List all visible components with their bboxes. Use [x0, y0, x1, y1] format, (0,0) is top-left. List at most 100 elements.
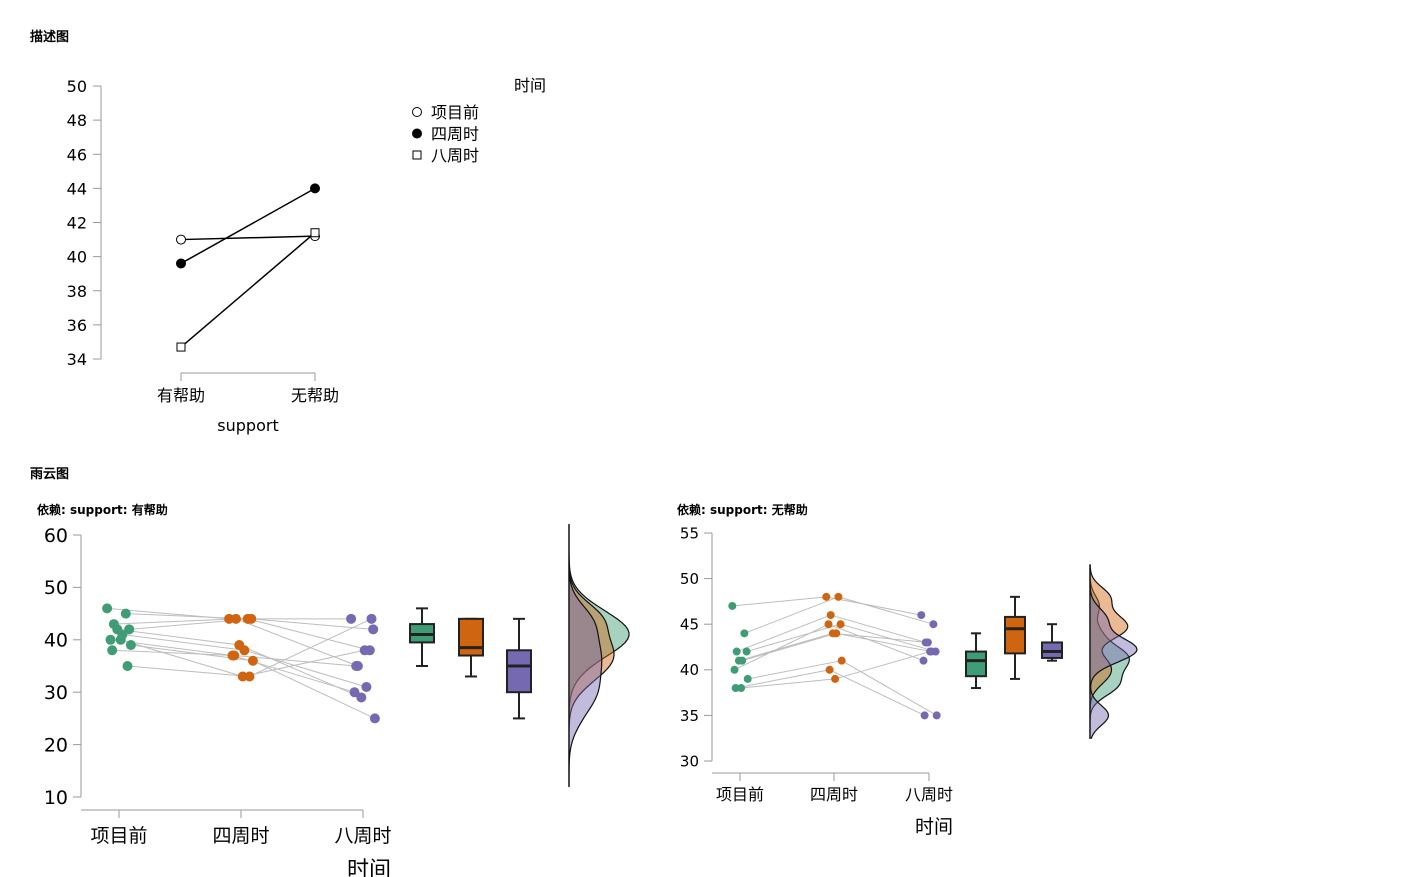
data-point — [742, 647, 751, 656]
pair-line — [127, 665, 250, 677]
y-tick-label: 46 — [67, 145, 87, 164]
pair-line — [829, 669, 925, 716]
data-point — [102, 603, 113, 614]
density-cloud — [568, 524, 603, 788]
pair-line — [736, 614, 831, 653]
y-tick-label: 42 — [67, 214, 87, 233]
data-point — [826, 611, 835, 620]
data-point — [932, 711, 941, 720]
y-tick-label: 20 — [44, 734, 68, 756]
data-point — [832, 629, 841, 638]
y-tick-label: 35 — [680, 707, 699, 725]
data-point — [732, 647, 741, 656]
y-tick-label: 30 — [680, 752, 699, 770]
data-point — [115, 634, 126, 645]
data-point — [366, 613, 377, 624]
pair-line — [832, 632, 928, 643]
raincloud-left-title: 依赖: support: 有帮助 — [37, 503, 168, 517]
raincloud-section-title: 雨云图 — [30, 467, 70, 482]
x-axis-title: 时间 — [915, 816, 953, 838]
legend-marker — [412, 128, 422, 139]
x-tick-label: 项目前 — [90, 825, 147, 847]
data-point — [230, 613, 241, 624]
pair-line — [834, 651, 931, 680]
legend-marker — [412, 107, 422, 117]
pair-line — [741, 678, 836, 689]
pair-line — [120, 639, 243, 677]
box — [965, 650, 987, 678]
y-tick-label: 40 — [67, 248, 87, 267]
data-point — [929, 620, 938, 629]
data-point — [728, 601, 737, 610]
legend-label: 四周时 — [431, 125, 479, 144]
data-point — [349, 687, 360, 698]
x-tick-label: 四周时 — [212, 825, 269, 847]
box — [1004, 615, 1026, 655]
x-axis-title: 时间 — [347, 858, 391, 877]
data-point — [917, 611, 926, 620]
data-point — [351, 661, 362, 671]
pair-line — [247, 618, 370, 651]
y-tick-label: 10 — [44, 787, 68, 809]
pair-line — [239, 644, 362, 698]
data-point — [919, 656, 928, 665]
y-tick-label: 50 — [67, 77, 87, 96]
x-tick-label: 项目前 — [716, 785, 764, 804]
data-point — [247, 655, 258, 666]
series-line — [180, 235, 316, 241]
data-point — [176, 342, 186, 352]
data-point — [831, 674, 840, 683]
pair-line — [840, 623, 936, 653]
x-tick-label: 有帮助 — [157, 386, 205, 405]
pair-line — [113, 618, 236, 625]
data-point — [359, 645, 370, 656]
data-point — [246, 613, 257, 624]
data-point — [737, 684, 746, 693]
pair-line — [830, 614, 926, 643]
data-point — [923, 638, 932, 647]
data-point — [926, 647, 935, 656]
pair-line — [828, 623, 924, 662]
data-point — [229, 650, 240, 661]
data-point — [836, 620, 845, 629]
series-line — [180, 187, 316, 265]
data-point — [176, 258, 186, 269]
density-cloud — [1089, 564, 1138, 739]
data-point — [122, 661, 133, 671]
x-tick-label: 四周时 — [810, 785, 858, 804]
pair-line — [732, 596, 827, 607]
data-point — [731, 684, 740, 693]
pair-line — [242, 649, 365, 677]
y-tick-label: 50 — [44, 577, 68, 599]
y-tick-label: 34 — [67, 350, 87, 369]
y-tick-label: 38 — [67, 282, 87, 301]
data-point — [124, 624, 135, 635]
pair-line — [826, 596, 922, 616]
data-point — [176, 234, 186, 245]
data-point — [120, 608, 131, 619]
data-point — [107, 645, 118, 656]
pair-line — [744, 596, 839, 634]
x-tick-label: 八周时 — [334, 825, 391, 847]
pair-line — [738, 632, 834, 662]
legend-label: 八周时 — [431, 146, 479, 165]
data-point — [743, 674, 752, 683]
data-point — [738, 656, 747, 665]
legend-marker — [412, 150, 422, 160]
data-point — [837, 656, 846, 665]
data-point — [239, 645, 250, 656]
data-point — [346, 613, 357, 624]
pair-line — [735, 669, 830, 689]
y-tick-label: 40 — [44, 630, 68, 652]
x-axis-title: support — [217, 416, 278, 435]
y-tick-label: 55 — [680, 524, 699, 542]
data-point — [369, 713, 380, 724]
pair-line — [742, 632, 837, 662]
box — [506, 649, 532, 694]
x-tick-label: 八周时 — [905, 785, 953, 804]
box — [458, 617, 484, 657]
data-point — [824, 620, 833, 629]
